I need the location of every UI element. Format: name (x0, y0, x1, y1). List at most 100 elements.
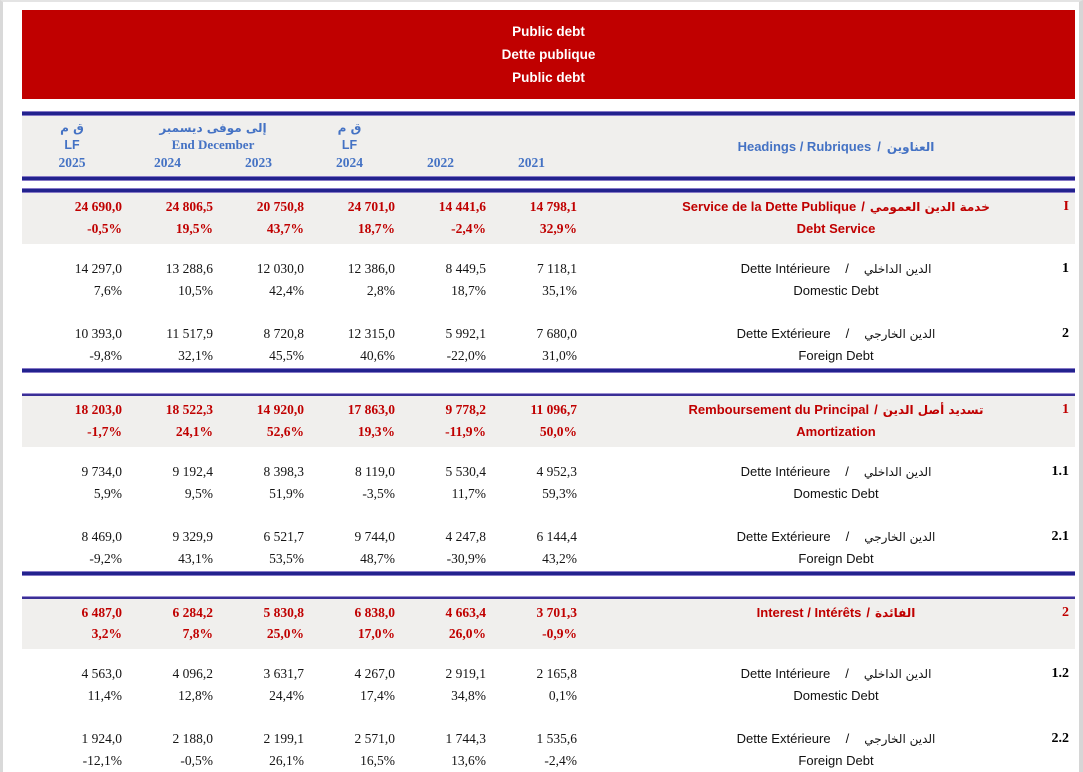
value-cell: 10 393,0 (74, 326, 122, 341)
value-cell: 2 199,1 (263, 731, 305, 746)
value-cell: 6 838,0 (354, 605, 396, 620)
pct-cell: 2,8% (366, 282, 395, 298)
row-heading-line1: Dette Intérieure / الدين الداخلي (741, 258, 932, 280)
section-header-row: 6 487,0 3,2% 6 284,2 7,8% 5 830,8 25,0% 6 838,… (22, 599, 1075, 649)
column-header-2022: 2022 (395, 121, 486, 172)
value-cell: 12 030,0 (256, 261, 304, 276)
value-cell: 11 517,9 (166, 326, 213, 341)
slash-separator: / (845, 731, 850, 746)
header-gap (22, 181, 1075, 188)
pct-cell: 42,4% (269, 282, 304, 298)
row-heading-arabic: الدين الداخلي (863, 262, 932, 276)
row-heading-arabic: خدمة الدين العمومي (869, 200, 990, 214)
lf-2024-latin-label: LF (341, 138, 358, 152)
value-cell: 2 571,0 (354, 731, 396, 746)
row-heading-english: Domestic Debt (793, 283, 879, 298)
value-cell: 5 830,8 (263, 605, 305, 620)
pct-cell: 12,8% (178, 687, 213, 703)
row-heading-arabic: الدين الخارجي (864, 732, 936, 746)
pct-cell: -3,5% (362, 485, 395, 501)
year-label-2025: 2025 (58, 155, 86, 170)
value-cell: 8 119,0 (355, 464, 395, 479)
row-heading-line1: Dette Extérieure / الدين الخارجي (737, 728, 936, 750)
pct-cell: 18,7% (357, 220, 395, 236)
row-heading-line1: Remboursement du Principal / تسديد أصل ال… (689, 399, 984, 421)
row-heading-english: Domestic Debt (793, 486, 879, 501)
row-heading: Service de la Dette Publique / خدمة الدين… (657, 196, 1015, 239)
pct-cell: 19,3% (357, 423, 395, 439)
value-cell: 4 267,0 (354, 666, 396, 681)
value-cell: 2 165,8 (536, 666, 578, 681)
row-heading-arabic: الفائدة (875, 606, 916, 620)
pct-cell: -1,7% (87, 423, 122, 439)
value-cell: 9 744,0 (354, 529, 396, 544)
sub-row: 8 469,0 -9,2% 9 329,9 43,1% 6 521,7 53,5% 9 74… (22, 526, 1075, 569)
value-cell: 9 329,9 (172, 529, 214, 544)
row-number: 2.1 (1051, 529, 1070, 544)
slash-separator: / (845, 464, 849, 479)
pct-cell: 19,5% (175, 220, 213, 236)
pct-cell: 45,5% (269, 347, 304, 363)
row-heading-latin: Dette Extérieure (736, 326, 831, 341)
section-block-2: 18 203,0 -1,7% 18 522,3 24,1% 14 920,0 52,6% 1… (22, 393, 1075, 576)
year-label-2024-actual: 2024 (154, 155, 181, 170)
pct-cell: -11,9% (445, 423, 486, 439)
row-heading-arabic: الدين الخارجي (864, 327, 936, 341)
section-top-rule (22, 596, 1075, 599)
pct-cell: -22,0% (446, 347, 486, 363)
slash-separator: / (845, 529, 850, 544)
value-cell: 5 530,4 (445, 464, 487, 479)
column-header-lf-2024: ق م LF 2024 (304, 121, 395, 172)
row-number: 1.1 (1051, 464, 1070, 479)
row-number: 2.2 (1051, 731, 1070, 746)
section-top-rule (22, 393, 1075, 396)
table-sections: 24 690,0 -0,5% 24 806,5 19,5% 20 750,8 43,7% 2… (22, 188, 1075, 772)
pct-cell: -12,1% (82, 752, 122, 768)
lf-2025-arabic-label: ق م (60, 121, 84, 135)
value-cell: 20 750,8 (256, 199, 304, 214)
pct-cell: 24,4% (269, 687, 304, 703)
value-cell: 12 386,0 (347, 261, 395, 276)
section-header-row: 18 203,0 -1,7% 18 522,3 24,1% 14 920,0 52,6% 1… (22, 396, 1075, 447)
value-cell: 8 469,0 (81, 529, 123, 544)
pct-cell: 48,7% (360, 550, 395, 566)
slash-separator: / (874, 402, 878, 417)
pct-cell: 7,6% (93, 282, 122, 298)
slash-separator: / (861, 199, 865, 214)
slash-separator: / (866, 605, 871, 620)
pct-cell: -0,9% (542, 626, 577, 641)
pct-cell: 26,0% (448, 626, 486, 641)
pct-cell: 11,7% (451, 485, 486, 501)
value-cell: 3 701,3 (536, 605, 578, 620)
row-heading-latin: Dette Intérieure (740, 261, 831, 276)
value-cell: 8 398,3 (263, 464, 305, 479)
pct-cell: 9,5% (184, 485, 213, 501)
pct-cell: -9,8% (89, 347, 122, 363)
value-cell: 4 952,3 (536, 464, 578, 479)
banner-line-2: Dette publique (501, 47, 596, 62)
value-cell: 24 701,0 (347, 199, 395, 214)
row-heading: Dette Intérieure / الدين الداخلي Domestic D… (657, 461, 1015, 504)
row-number: 1.2 (1051, 666, 1070, 681)
row-heading-latin: Service de la Dette Publique (682, 199, 857, 214)
row-heading-english: Domestic Debt (793, 688, 879, 703)
row-heading-latin: Interest / Intérêts (756, 605, 862, 620)
title-banner: Public debt Dette publique Public debt (22, 10, 1075, 99)
end-december-latin-label: End December (171, 137, 255, 152)
pct-cell: 13,6% (451, 752, 486, 768)
pct-cell: 43,7% (266, 220, 304, 236)
value-cell: 12 315,0 (347, 326, 395, 341)
public-debt-table: ق م LF 2025 إلى موفى ديسمبر End December… (22, 111, 1075, 772)
end-december-years: 2024 2023 (122, 154, 304, 172)
row-heading-line1: Dette Extérieure / الدين الخارجي (737, 323, 936, 345)
section-top-rule (22, 188, 1075, 193)
value-cell: 5 992,1 (445, 326, 487, 341)
row-heading-line1: Service de la Dette Publique / خدمة الدين… (682, 196, 990, 218)
slash-separator: / (877, 139, 881, 154)
section-bottom-rule (22, 368, 1075, 373)
value-cell: 6 521,7 (263, 529, 305, 544)
row-number: 1 (1062, 402, 1069, 417)
pct-cell: -0,5% (180, 752, 213, 768)
value-cell: 7 680,0 (536, 326, 578, 341)
